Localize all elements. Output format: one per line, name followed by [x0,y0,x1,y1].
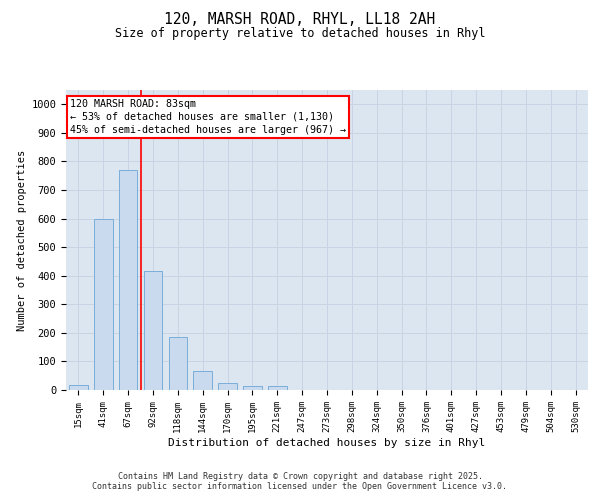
Bar [243,386,262,390]
Bar [268,386,287,390]
Bar [218,383,237,390]
Text: Contains public sector information licensed under the Open Government Licence v3: Contains public sector information licen… [92,482,508,491]
Y-axis label: Number of detached properties: Number of detached properties [17,150,27,330]
Text: 120 MARSH ROAD: 83sqm
← 53% of detached houses are smaller (1,130)
45% of semi-d: 120 MARSH ROAD: 83sqm ← 53% of detached … [70,98,346,135]
Bar [169,337,187,390]
Text: Contains HM Land Registry data © Crown copyright and database right 2025.: Contains HM Land Registry data © Crown c… [118,472,482,481]
Bar [143,272,163,390]
Text: Size of property relative to detached houses in Rhyl: Size of property relative to detached ho… [115,28,485,40]
Bar [193,372,212,390]
Bar [69,385,88,390]
Text: 120, MARSH ROAD, RHYL, LL18 2AH: 120, MARSH ROAD, RHYL, LL18 2AH [164,12,436,28]
Bar [94,218,113,390]
X-axis label: Distribution of detached houses by size in Rhyl: Distribution of detached houses by size … [169,438,485,448]
Bar [119,170,137,390]
